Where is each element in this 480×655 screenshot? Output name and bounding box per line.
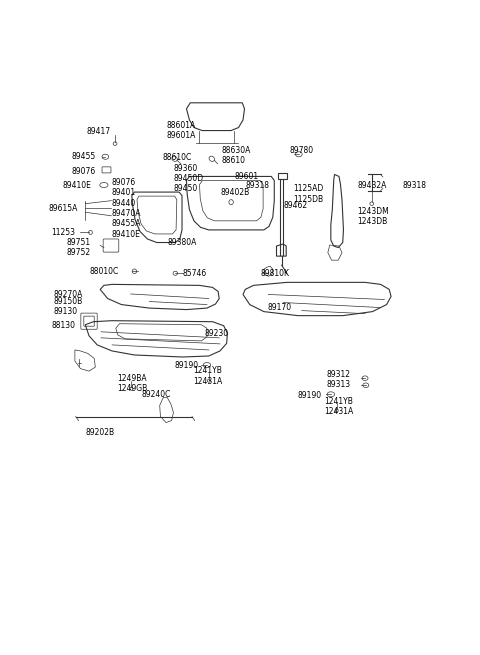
Text: 88010C: 88010C [90, 267, 119, 276]
Text: 89318: 89318 [246, 181, 270, 189]
Text: 89810K: 89810K [261, 269, 290, 278]
Text: 88130: 88130 [52, 321, 76, 330]
Text: 89076: 89076 [71, 168, 96, 176]
Text: 89076
89401
89440
89470A
89455A
89410E: 89076 89401 89440 89470A 89455A 89410E [111, 178, 141, 238]
Text: 89780: 89780 [290, 145, 314, 155]
Text: 89410E: 89410E [63, 181, 92, 189]
Text: 89462: 89462 [283, 200, 307, 210]
Text: 89751
89752: 89751 89752 [66, 238, 91, 257]
Text: 89380A: 89380A [168, 238, 197, 246]
Text: 1125AD
1125DB: 1125AD 1125DB [293, 185, 324, 204]
Text: 89417: 89417 [86, 127, 110, 136]
Text: 11253: 11253 [52, 228, 76, 237]
Text: 89170: 89170 [267, 303, 292, 312]
Text: 89240C: 89240C [141, 390, 170, 400]
Text: 89455: 89455 [71, 152, 96, 161]
Text: 85746: 85746 [183, 269, 207, 278]
Text: 1249BA
1249GB: 1249BA 1249GB [118, 374, 148, 394]
Text: 1243DM
1243DB: 1243DM 1243DB [358, 207, 389, 227]
Text: 89270A: 89270A [54, 290, 83, 299]
Text: 89202B: 89202B [86, 428, 115, 437]
Text: 89150B
89130: 89150B 89130 [54, 297, 83, 316]
Text: 89615A: 89615A [48, 204, 78, 213]
Text: 88610C: 88610C [162, 153, 192, 162]
Text: 89432A: 89432A [358, 181, 387, 189]
Text: 89190: 89190 [297, 391, 321, 400]
Text: 88601A
89601A: 88601A 89601A [166, 121, 195, 140]
Text: 89312
89313: 89312 89313 [327, 370, 351, 389]
Text: 89190: 89190 [174, 361, 198, 370]
Text: 89402B: 89402B [221, 187, 250, 196]
Text: 89601: 89601 [234, 172, 258, 181]
Text: 1241YB
12431A: 1241YB 12431A [193, 366, 222, 386]
Text: 89230: 89230 [204, 329, 228, 338]
Text: 89318: 89318 [402, 181, 426, 189]
Text: 1241YB
12431A: 1241YB 12431A [324, 397, 353, 416]
Text: 89360
89450D
89450: 89360 89450D 89450 [173, 164, 204, 193]
Text: 88630A
88610: 88630A 88610 [222, 145, 251, 165]
